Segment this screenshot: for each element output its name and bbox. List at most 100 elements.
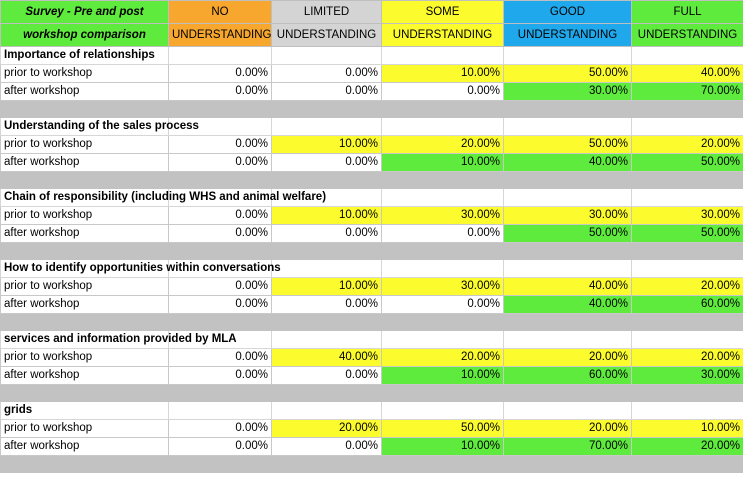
value-cell-no[interactable]: 0.00%: [168, 224, 272, 243]
value-cell-full[interactable]: 20.00%: [631, 135, 743, 154]
value-cell-some[interactable]: 0.00%: [381, 224, 504, 243]
table-title-line1[interactable]: Survey - Pre and post: [0, 0, 169, 24]
empty-cell[interactable]: [503, 46, 632, 65]
value-cell-full[interactable]: 20.00%: [631, 277, 743, 296]
empty-cell[interactable]: [381, 330, 504, 349]
empty-cell[interactable]: [381, 117, 504, 136]
empty-cell[interactable]: [271, 117, 382, 136]
empty-cell[interactable]: [271, 330, 382, 349]
empty-cell[interactable]: [503, 259, 632, 278]
section-title[interactable]: How to identify opportunities within con…: [0, 259, 281, 278]
value-cell-no[interactable]: 0.00%: [168, 366, 272, 385]
empty-cell[interactable]: [271, 259, 382, 278]
value-cell-some[interactable]: 30.00%: [381, 206, 504, 225]
empty-cell[interactable]: [381, 259, 504, 278]
row-label[interactable]: prior to workshop: [0, 64, 169, 83]
value-cell-good[interactable]: 30.00%: [503, 206, 632, 225]
col-header-no-line2[interactable]: UNDERSTANDING: [168, 23, 272, 47]
empty-cell[interactable]: [503, 330, 632, 349]
value-cell-full[interactable]: 50.00%: [631, 153, 743, 172]
empty-cell[interactable]: [503, 117, 632, 136]
value-cell-limited[interactable]: 20.00%: [271, 419, 382, 438]
value-cell-limited[interactable]: 0.00%: [271, 295, 382, 314]
empty-cell[interactable]: [168, 401, 272, 420]
row-label[interactable]: after workshop: [0, 437, 169, 456]
value-cell-full[interactable]: 70.00%: [631, 82, 743, 101]
value-cell-limited[interactable]: 0.00%: [271, 366, 382, 385]
value-cell-no[interactable]: 0.00%: [168, 348, 272, 367]
value-cell-no[interactable]: 0.00%: [168, 153, 272, 172]
empty-cell[interactable]: [631, 401, 743, 420]
col-header-no-line1[interactable]: NO: [168, 0, 272, 24]
row-label[interactable]: after workshop: [0, 153, 169, 172]
value-cell-full[interactable]: 30.00%: [631, 206, 743, 225]
empty-cell[interactable]: [271, 401, 382, 420]
value-cell-good[interactable]: 20.00%: [503, 348, 632, 367]
value-cell-good[interactable]: 50.00%: [503, 135, 632, 154]
col-header-full-line2[interactable]: UNDERSTANDING: [631, 23, 743, 47]
value-cell-full[interactable]: 10.00%: [631, 419, 743, 438]
value-cell-no[interactable]: 0.00%: [168, 419, 272, 438]
section-title[interactable]: grids: [0, 401, 169, 420]
section-title[interactable]: Understanding of the sales process: [0, 117, 199, 136]
col-header-some-line2[interactable]: UNDERSTANDING: [381, 23, 504, 47]
value-cell-good[interactable]: 20.00%: [503, 419, 632, 438]
value-cell-good[interactable]: 40.00%: [503, 295, 632, 314]
value-cell-some[interactable]: 10.00%: [381, 153, 504, 172]
row-label[interactable]: prior to workshop: [0, 348, 169, 367]
value-cell-good[interactable]: 60.00%: [503, 366, 632, 385]
value-cell-good[interactable]: 50.00%: [503, 64, 632, 83]
section-title[interactable]: services and information provided by MLA: [0, 330, 237, 349]
empty-cell[interactable]: [271, 46, 382, 65]
col-header-full-line1[interactable]: FULL: [631, 0, 743, 24]
empty-cell[interactable]: [631, 117, 743, 136]
empty-cell[interactable]: [631, 330, 743, 349]
section-title[interactable]: Chain of responsibility (including WHS a…: [0, 188, 326, 207]
value-cell-some[interactable]: 10.00%: [381, 64, 504, 83]
row-label[interactable]: after workshop: [0, 366, 169, 385]
value-cell-no[interactable]: 0.00%: [168, 135, 272, 154]
value-cell-no[interactable]: 0.00%: [168, 82, 272, 101]
value-cell-some[interactable]: 0.00%: [381, 295, 504, 314]
row-label[interactable]: after workshop: [0, 224, 169, 243]
empty-cell[interactable]: [381, 46, 504, 65]
value-cell-full[interactable]: 60.00%: [631, 295, 743, 314]
value-cell-full[interactable]: 20.00%: [631, 437, 743, 456]
row-label[interactable]: prior to workshop: [0, 419, 169, 438]
value-cell-good[interactable]: 70.00%: [503, 437, 632, 456]
empty-cell[interactable]: [631, 259, 743, 278]
value-cell-no[interactable]: 0.00%: [168, 64, 272, 83]
value-cell-full[interactable]: 40.00%: [631, 64, 743, 83]
value-cell-some[interactable]: 50.00%: [381, 419, 504, 438]
value-cell-full[interactable]: 20.00%: [631, 348, 743, 367]
row-label[interactable]: prior to workshop: [0, 135, 169, 154]
value-cell-limited[interactable]: 10.00%: [271, 135, 382, 154]
value-cell-limited[interactable]: 40.00%: [271, 348, 382, 367]
empty-cell[interactable]: [503, 188, 632, 207]
empty-cell[interactable]: [503, 401, 632, 420]
col-header-some-line1[interactable]: SOME: [381, 0, 504, 24]
value-cell-limited[interactable]: 0.00%: [271, 224, 382, 243]
value-cell-some[interactable]: 30.00%: [381, 277, 504, 296]
col-header-good-line2[interactable]: UNDERSTANDING: [503, 23, 632, 47]
col-header-limited-line1[interactable]: LIMITED: [271, 0, 382, 24]
row-label[interactable]: after workshop: [0, 295, 169, 314]
value-cell-limited[interactable]: 0.00%: [271, 153, 382, 172]
value-cell-full[interactable]: 50.00%: [631, 224, 743, 243]
value-cell-some[interactable]: 20.00%: [381, 348, 504, 367]
value-cell-limited[interactable]: 10.00%: [271, 206, 382, 225]
value-cell-full[interactable]: 30.00%: [631, 366, 743, 385]
col-header-good-line1[interactable]: GOOD: [503, 0, 632, 24]
value-cell-good[interactable]: 40.00%: [503, 153, 632, 172]
value-cell-no[interactable]: 0.00%: [168, 437, 272, 456]
empty-cell[interactable]: [631, 46, 743, 65]
row-label[interactable]: prior to workshop: [0, 206, 169, 225]
row-label[interactable]: prior to workshop: [0, 277, 169, 296]
value-cell-no[interactable]: 0.00%: [168, 206, 272, 225]
value-cell-some[interactable]: 10.00%: [381, 366, 504, 385]
col-header-limited-line2[interactable]: UNDERSTANDING: [271, 23, 382, 47]
empty-cell[interactable]: [381, 188, 504, 207]
value-cell-good[interactable]: 40.00%: [503, 277, 632, 296]
empty-cell[interactable]: [631, 188, 743, 207]
section-title[interactable]: Importance of relationships: [0, 46, 169, 65]
